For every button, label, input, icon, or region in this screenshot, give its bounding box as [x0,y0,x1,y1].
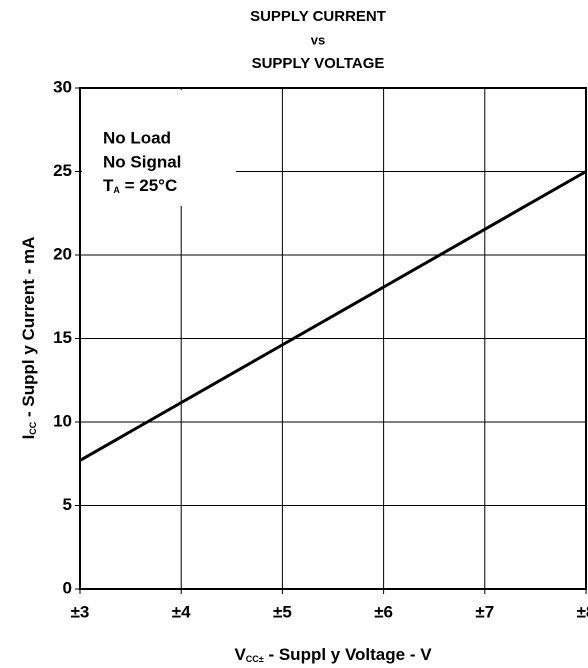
chart-title: SUPPLY VOLTAGE [252,55,385,72]
annotation-background [82,90,236,206]
plot-frame [79,87,587,590]
x-tick-label: ±6 [374,602,393,621]
annotation-main: T [103,176,114,195]
y-axis-label-main: I [19,435,38,440]
chart-title: vs [311,32,325,47]
annotation: No Signal [103,152,181,171]
y-tick-label: 15 [53,328,72,347]
y-axis-label-rest: - Suppl y Current - mA [19,237,38,422]
x-tick-label: ±3 [71,602,90,621]
x-axis-label-main: V [234,645,246,664]
chart-title: SUPPLY CURRENT [250,8,386,25]
annotation: No Load [103,128,171,147]
y-tick-label: 25 [53,161,72,180]
x-tick-label: ±4 [172,602,191,621]
y-axis-label-sub: CC [28,421,38,434]
x-axis-label: VCC± - Suppl y Voltage - V [234,645,432,664]
y-tick-label: 30 [53,77,72,96]
x-tick-label: ±8 [577,602,588,621]
annotation-sub: A [113,185,120,195]
annotation: TA = 25°C [103,176,177,195]
y-tick-label: 10 [53,411,72,430]
x-axis-label-sub: CC± [246,654,264,664]
data-line [79,170,587,462]
y-tick-label: 20 [53,244,72,263]
y-axis-label: ICC - Suppl y Current - mA [19,237,38,440]
y-tick-label: 0 [63,578,72,597]
x-tick-label: ±5 [273,602,292,621]
annotation-rest: = 25°C [120,176,177,195]
y-tick-label: 5 [63,495,72,514]
x-axis-label-rest: - Suppl y Voltage - V [264,645,432,664]
x-tick-label: ±7 [475,602,494,621]
